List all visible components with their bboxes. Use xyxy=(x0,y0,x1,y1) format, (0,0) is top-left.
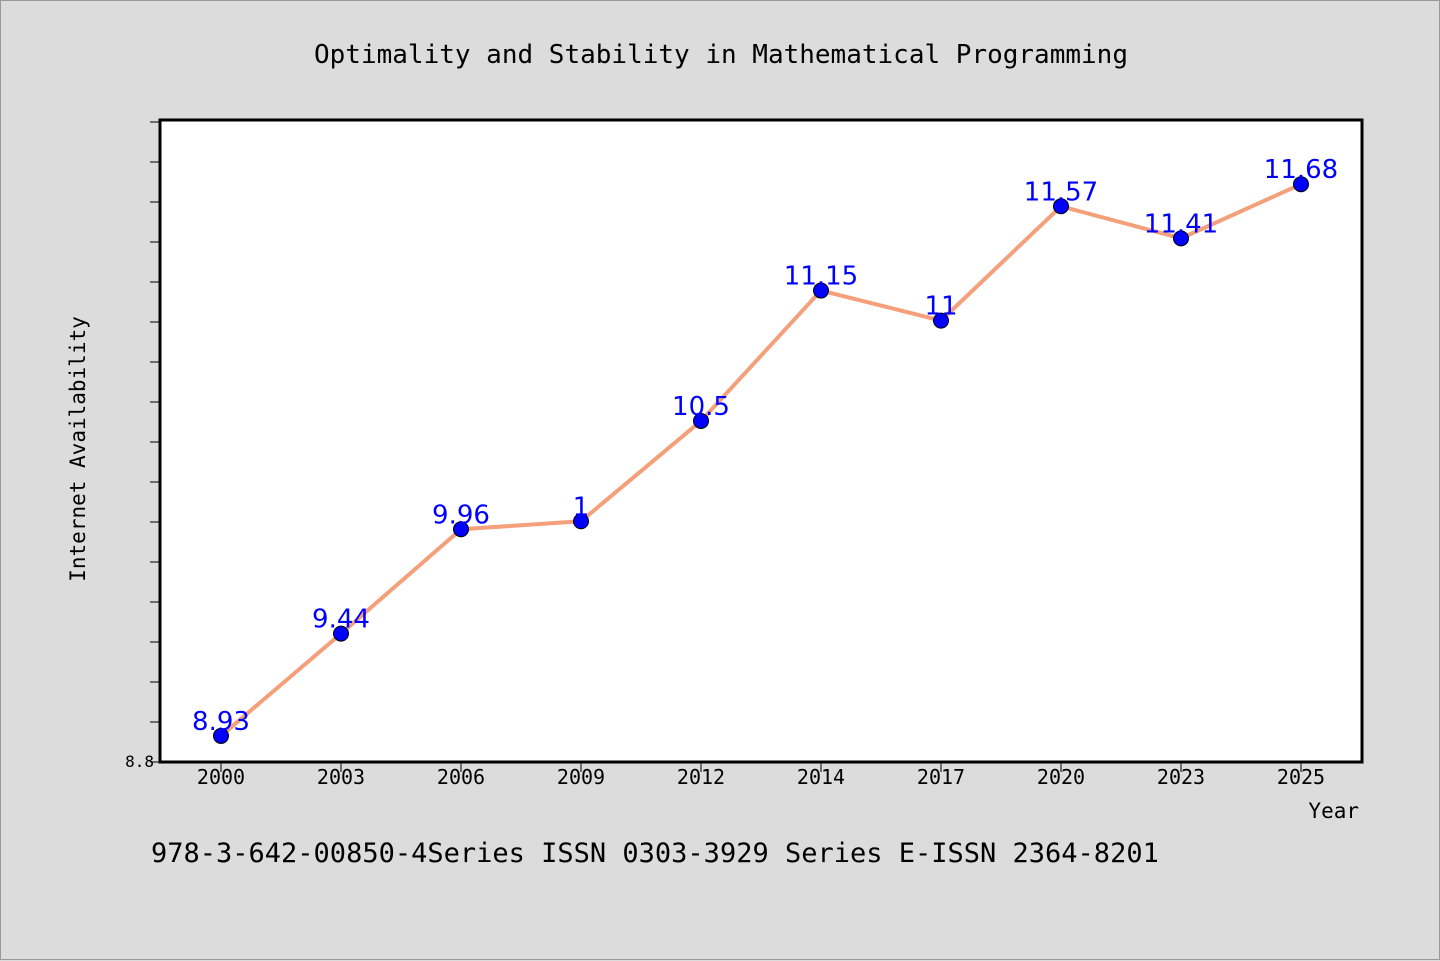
y-tick-label: 8.8 xyxy=(125,752,154,771)
data-labels-group: 8.93 9.44 9.96 1 10.5 11.15 11 11.57 11.41 11.68 xyxy=(192,155,1338,737)
plot-area xyxy=(158,118,1364,764)
data-point xyxy=(333,625,349,642)
x-tick-label: 2006 xyxy=(437,765,485,789)
series-line-group xyxy=(219,182,1303,738)
x-tick-label: 2014 xyxy=(797,765,845,789)
data-label: 11.15 xyxy=(784,262,858,292)
footer-text: 978-3-642-00850-4Series ISSN 0303-3929 S… xyxy=(151,838,1159,869)
data-point xyxy=(453,521,469,538)
data-point xyxy=(693,412,709,429)
x-tick-label: 2009 xyxy=(557,765,605,789)
x-axis-ticks: 2000 2003 2006 2009 2012 2014 2017 2020 2023 2025 xyxy=(197,762,1325,789)
data-point xyxy=(1053,198,1069,215)
data-label: 9.96 xyxy=(432,500,490,530)
x-tick-label: 2000 xyxy=(197,765,245,789)
data-point xyxy=(933,312,949,329)
x-tick-label: 2003 xyxy=(317,765,365,789)
chart-title: Optimality and Stability in Mathematical… xyxy=(314,40,1128,70)
x-tick-label: 2012 xyxy=(677,765,725,789)
data-label: 1 xyxy=(573,492,590,522)
x-tick-label: 2025 xyxy=(1277,765,1325,789)
y-axis-label: Internet Availability xyxy=(66,316,90,582)
series-line xyxy=(219,182,1303,738)
data-label: 9.44 xyxy=(312,605,370,635)
data-label: 8.93 xyxy=(192,707,250,737)
y-axis-ticks xyxy=(150,121,160,763)
series-points-group xyxy=(213,176,1309,744)
data-point xyxy=(573,513,589,530)
x-tick-label: 2017 xyxy=(917,765,965,789)
data-point xyxy=(813,282,829,299)
data-label: 11.41 xyxy=(1144,209,1218,239)
data-label: 11.57 xyxy=(1024,177,1098,207)
data-point xyxy=(213,727,229,744)
data-label: 11 xyxy=(924,292,957,322)
data-label: 10.5 xyxy=(672,392,730,422)
x-tick-label: 2020 xyxy=(1037,765,1085,789)
x-axis-label: Year xyxy=(1308,799,1359,823)
data-label: 11.68 xyxy=(1264,155,1338,185)
data-point xyxy=(1173,230,1189,247)
data-point xyxy=(1293,176,1309,193)
x-tick-label: 2023 xyxy=(1157,765,1205,789)
